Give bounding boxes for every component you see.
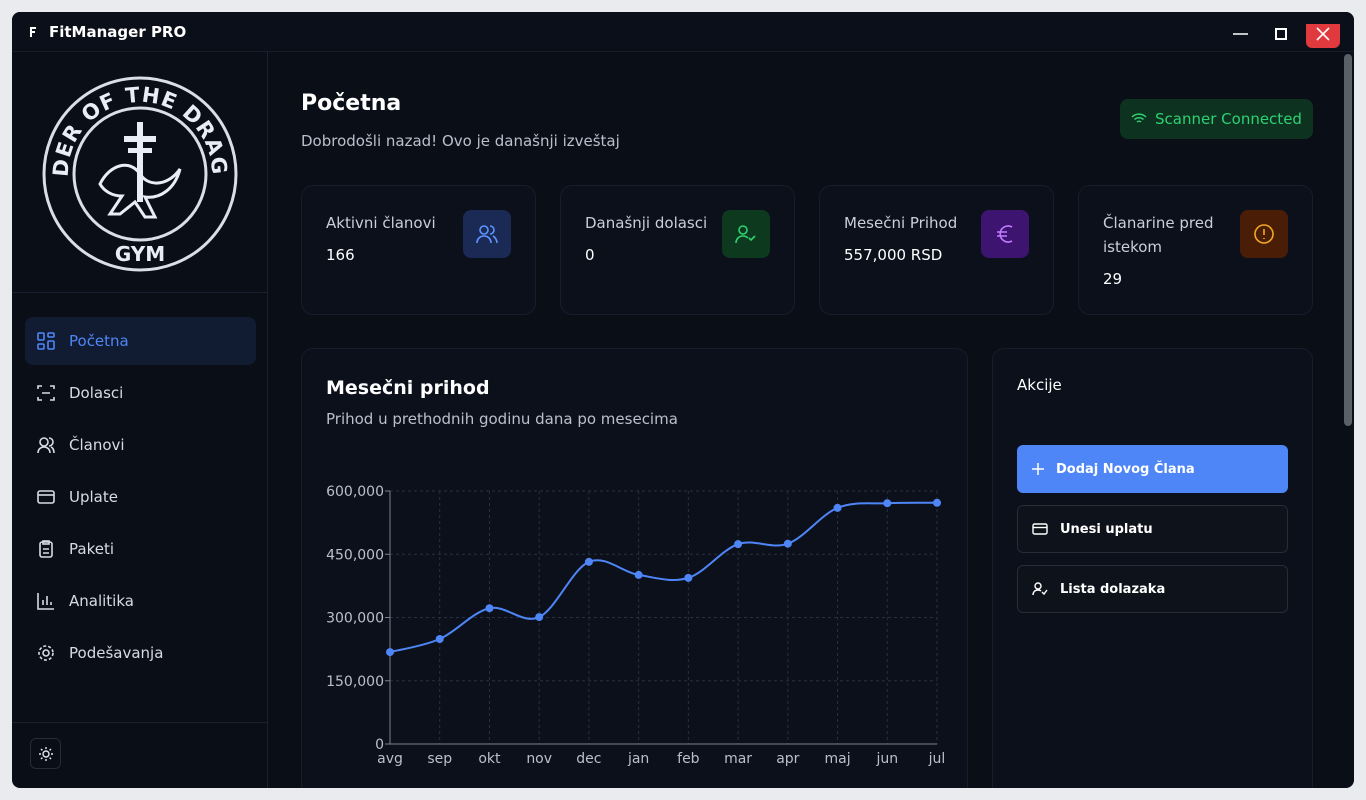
- x-tick-label: sep: [427, 751, 452, 767]
- y-tick-label: 600,000: [326, 484, 384, 500]
- point: [883, 499, 892, 508]
- stat-icon: [722, 210, 770, 258]
- point: [584, 557, 593, 566]
- nav-item[interactable]: Podešavanja: [25, 629, 256, 677]
- stat-icon: [1240, 210, 1288, 258]
- stat-card: Članarine pred istekom 29: [1078, 185, 1313, 315]
- chart-subtitle: Prihod u prethodnih godinu dana po mesec…: [326, 410, 678, 428]
- logo-bottom-text: GYM: [115, 242, 165, 266]
- sidebar: ORDER OF THE DRAGON GYM Početna Dolasci …: [12, 52, 268, 788]
- nav-item[interactable]: Članovi: [25, 421, 256, 469]
- chart: 0 150,000 300,000 450,000 600,000 avg sep okt no…: [326, 484, 946, 767]
- line: [389, 501, 938, 654]
- stat-value: 0: [585, 246, 595, 264]
- x-tick-label: nov: [526, 751, 552, 767]
- x-tick-label: jun: [875, 751, 898, 767]
- stat-card: Mesečni Prihod 557,000 RSD: [819, 185, 1054, 315]
- x-tick-label: feb: [677, 751, 700, 767]
- page-title: Početna: [301, 91, 402, 116]
- x-tick-label: okt: [478, 751, 501, 767]
- button-label: Dodaj Novog Člana: [1056, 461, 1195, 477]
- stat-label: Današnji dolasci: [585, 214, 708, 232]
- stat-value: 557,000 RSD: [844, 246, 943, 264]
- y-tick-label: 450,000: [326, 547, 384, 563]
- point: [684, 573, 693, 582]
- nav-label: Dolasci: [69, 384, 124, 402]
- app-window: FitManager PRO ORDER OF THE DRAGON GYM P…: [12, 12, 1354, 788]
- theme-toggle[interactable]: [30, 738, 61, 769]
- status-text: Scanner Connected: [1155, 110, 1302, 128]
- point: [634, 570, 643, 579]
- point: [485, 604, 494, 613]
- y-tick-label: 150,000: [326, 674, 384, 690]
- button-label: Unesi uplatu: [1060, 521, 1153, 537]
- point: [833, 503, 842, 512]
- chart-title: Mesečni prihod: [326, 377, 490, 399]
- y-tick-label: 0: [375, 737, 384, 753]
- nav-item[interactable]: Dolasci: [25, 369, 256, 417]
- nav-item[interactable]: Paketi: [25, 525, 256, 573]
- x-tick-label: jan: [627, 751, 649, 767]
- point: [435, 635, 444, 644]
- point: [535, 613, 544, 622]
- stat-label: Aktivni članovi: [326, 214, 436, 232]
- point: [734, 540, 743, 549]
- page-subtitle: Dobrodošli nazad! Ovo je današnji izvešt…: [301, 132, 620, 150]
- scanner-status: Scanner Connected: [1120, 99, 1313, 139]
- x-tick-label: mar: [724, 751, 752, 767]
- nav-label: Paketi: [69, 540, 114, 558]
- stat-icon: [981, 210, 1029, 258]
- point: [783, 539, 792, 548]
- chart-card: Mesečni prihod Prihod u prethodnih godin…: [301, 348, 968, 788]
- window-title: FitManager PRO: [49, 23, 187, 41]
- window-controls[interactable]: [1230, 24, 1354, 50]
- stat-card: Današnji dolasci 0: [560, 185, 795, 315]
- stat-value: 166: [326, 246, 355, 264]
- button-label: Lista dolazaka: [1060, 581, 1166, 597]
- nav-label: Početna: [69, 332, 129, 350]
- stat-label: Članarine pred istekom: [1103, 214, 1214, 256]
- action-button[interactable]: Dodaj Novog Člana: [1017, 445, 1288, 493]
- stat-card: Aktivni članovi 166: [301, 185, 536, 315]
- point: [933, 498, 941, 507]
- actions-card: Akcije Dodaj Novog Člana Unesi uplatu Li…: [992, 348, 1313, 788]
- app-icon: [30, 27, 36, 37]
- x-tick-label: maj: [824, 751, 850, 767]
- x-tick-label: avg: [377, 751, 403, 767]
- scrollbar[interactable]: [1344, 54, 1352, 426]
- stat-value: 29: [1103, 270, 1123, 288]
- actions-title: Akcije: [1017, 376, 1062, 394]
- point: [386, 648, 394, 657]
- action-button[interactable]: Lista dolazaka: [1017, 565, 1288, 613]
- nav-label: Podešavanja: [69, 644, 164, 662]
- y-tick-label: 300,000: [326, 611, 384, 627]
- nav-label: Uplate: [69, 488, 118, 506]
- x-tick-label: jul: [928, 751, 946, 767]
- action-button[interactable]: Unesi uplatu: [1017, 505, 1288, 553]
- logo: ORDER OF THE DRAGON GYM: [40, 74, 238, 272]
- x-tick-label: dec: [576, 751, 601, 767]
- stat-icon: [463, 210, 511, 258]
- x-tick-label: apr: [776, 751, 799, 767]
- nav-label: Članovi: [69, 436, 125, 454]
- title-bar: FitManager PRO: [12, 12, 1354, 52]
- nav-item[interactable]: Uplate: [25, 473, 256, 521]
- stat-label: Mesečni Prihod: [844, 214, 958, 232]
- nav-label: Analitika: [69, 592, 134, 610]
- nav-item[interactable]: Analitika: [25, 577, 256, 625]
- nav-item[interactable]: Početna: [25, 317, 256, 365]
